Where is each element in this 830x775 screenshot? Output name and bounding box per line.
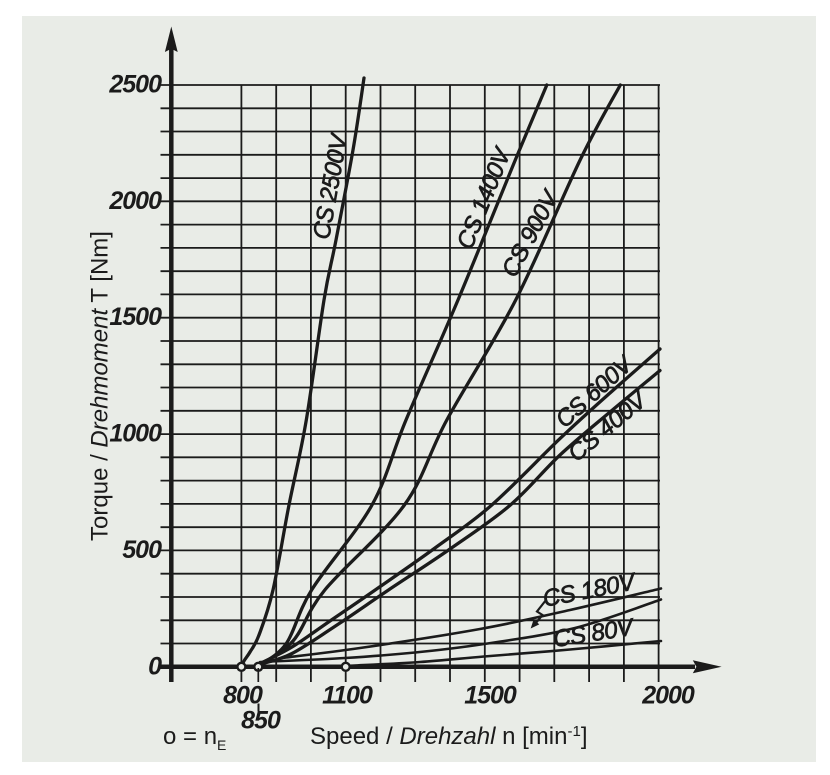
svg-text:800: 800 <box>223 682 263 710</box>
svg-text:Speed / Drehzahl n [min-1]: Speed / Drehzahl n [min-1] <box>310 723 588 750</box>
svg-text:1100: 1100 <box>322 682 373 710</box>
svg-text:850: 850 <box>241 707 281 735</box>
svg-text:2000: 2000 <box>108 187 162 215</box>
svg-text:2000: 2000 <box>641 682 695 710</box>
svg-text:2500: 2500 <box>108 71 162 99</box>
svg-text:o = nE: o = nE <box>163 723 226 753</box>
svg-text:1500: 1500 <box>464 682 517 710</box>
svg-text:1500: 1500 <box>109 303 162 331</box>
svg-text:Torque / Drehmoment T [Nm]: Torque / Drehmoment T [Nm] <box>87 231 114 541</box>
svg-text:0: 0 <box>148 652 162 680</box>
svg-text:500: 500 <box>122 536 162 564</box>
svg-text:1000: 1000 <box>109 420 162 448</box>
